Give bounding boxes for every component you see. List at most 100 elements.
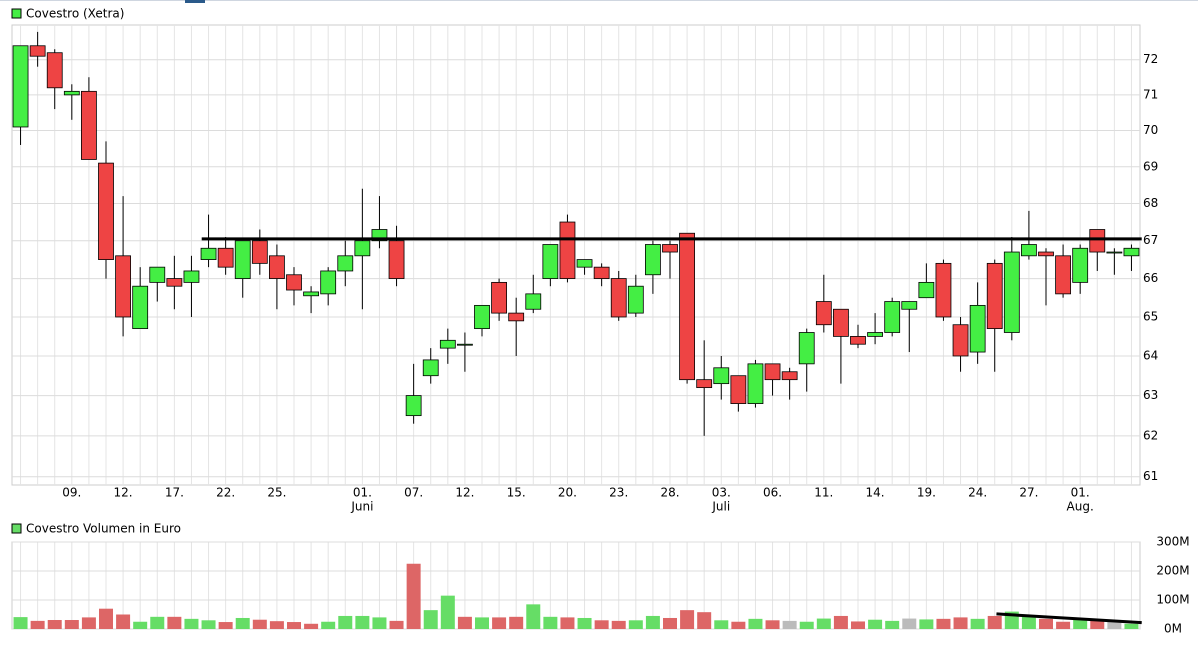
volume-bar <box>81 617 96 629</box>
y-tick-label: 69 <box>1143 159 1158 173</box>
x-tick-label: 07. <box>404 486 423 500</box>
volume-bar <box>885 620 900 629</box>
volume-bar <box>1056 621 1071 629</box>
volume-bar <box>184 618 199 629</box>
candle-body <box>132 285 149 330</box>
candle-body <box>696 379 713 389</box>
candle-body <box>986 262 1003 330</box>
volume-bar <box>1021 615 1036 629</box>
volume-bar <box>116 614 131 629</box>
candle-body <box>764 363 781 381</box>
x-tick-label: 28. <box>660 486 679 500</box>
volume-bar <box>475 617 489 629</box>
candle-body <box>286 274 302 291</box>
candle-body <box>183 270 200 283</box>
candle-body <box>508 312 525 322</box>
volume-bar <box>64 620 79 629</box>
candle-body <box>1106 251 1123 254</box>
candle-body <box>679 232 695 381</box>
candle-body <box>525 293 542 310</box>
candle-body <box>935 262 952 318</box>
volume-bar <box>833 615 848 629</box>
volume-bar <box>406 563 421 629</box>
x-tick-label: 01. <box>1071 486 1090 500</box>
x-tick-label: 15. <box>507 486 526 500</box>
candle-body <box>627 285 644 314</box>
volume-bar <box>99 608 113 629</box>
candle-body <box>1038 251 1054 257</box>
volume-bar <box>816 618 831 629</box>
volume-bar <box>526 604 541 629</box>
candle-body <box>269 255 285 279</box>
volume-bar <box>1039 618 1053 629</box>
x-tick-label: 23. <box>609 486 628 500</box>
volume-bar <box>987 615 1002 629</box>
volume-bar <box>423 610 438 629</box>
candle-body <box>1021 244 1037 257</box>
candle-body <box>593 266 610 279</box>
volume-bar <box>731 621 746 629</box>
candle-body <box>952 324 969 357</box>
x-tick-label: 03. <box>712 486 731 500</box>
x-month-label: Juni <box>350 500 373 514</box>
x-tick-label: 25. <box>267 486 286 500</box>
x-tick-label: 12. <box>114 486 133 500</box>
candle-body <box>1055 255 1071 295</box>
volume-bar <box>287 622 301 629</box>
y-tick-label: 62 <box>1143 428 1158 442</box>
x-month-label: Juli <box>711 500 730 514</box>
y-tick-label: 71 <box>1143 87 1158 101</box>
volume-bar <box>782 620 797 629</box>
volume-bar <box>748 618 763 629</box>
volume-bar <box>851 621 865 629</box>
candle-body <box>747 363 764 404</box>
volume-bar <box>799 621 814 629</box>
volume-bar <box>919 619 934 629</box>
candle-body <box>901 301 918 310</box>
y-tick-label: 61 <box>1143 469 1158 483</box>
y-tick-label: 200M <box>1156 564 1189 578</box>
candle-body <box>81 90 97 160</box>
x-tick-label: 22. <box>216 486 235 500</box>
volume-bar <box>1124 623 1139 629</box>
candle-body <box>730 375 747 404</box>
volume-bar <box>594 620 609 629</box>
legend-swatch <box>11 8 22 19</box>
volume-bar <box>970 618 985 629</box>
candle-body <box>457 343 473 346</box>
y-tick-label: 72 <box>1143 52 1158 66</box>
volume-bar <box>714 620 729 629</box>
x-tick-label: 27. <box>1019 486 1038 500</box>
volume-bar <box>902 618 917 629</box>
volume-bar <box>765 620 780 629</box>
volume-bar <box>1090 620 1105 629</box>
candle-body <box>576 259 593 268</box>
top-tab <box>185 0 205 3</box>
candle-body <box>217 247 234 268</box>
candle-body <box>320 270 337 295</box>
volume-bar <box>868 619 883 629</box>
candle-body <box>1003 251 1020 333</box>
y-tick-label: 300M <box>1156 535 1189 549</box>
y-tick-label: 63 <box>1143 388 1158 402</box>
candle-body <box>337 255 354 272</box>
candle-body <box>474 304 490 330</box>
y-tick-label: 70 <box>1143 123 1158 137</box>
candle-body <box>354 240 371 257</box>
x-tick-label: 09. <box>62 486 81 500</box>
candle-body <box>422 359 439 377</box>
x-tick-label: 11. <box>814 486 833 500</box>
x-tick-label: 14. <box>866 486 885 500</box>
candle-body <box>388 240 405 279</box>
volume-bar <box>269 621 284 629</box>
y-tick-label: 64 <box>1143 348 1158 362</box>
candle-body <box>166 278 183 287</box>
volume-bar <box>1107 621 1122 629</box>
volume-bar <box>509 616 524 629</box>
candle-body <box>303 291 319 297</box>
candle-body <box>251 240 268 264</box>
volume-bar <box>218 622 233 629</box>
candle-body <box>918 281 935 299</box>
volume-bar <box>252 619 267 629</box>
